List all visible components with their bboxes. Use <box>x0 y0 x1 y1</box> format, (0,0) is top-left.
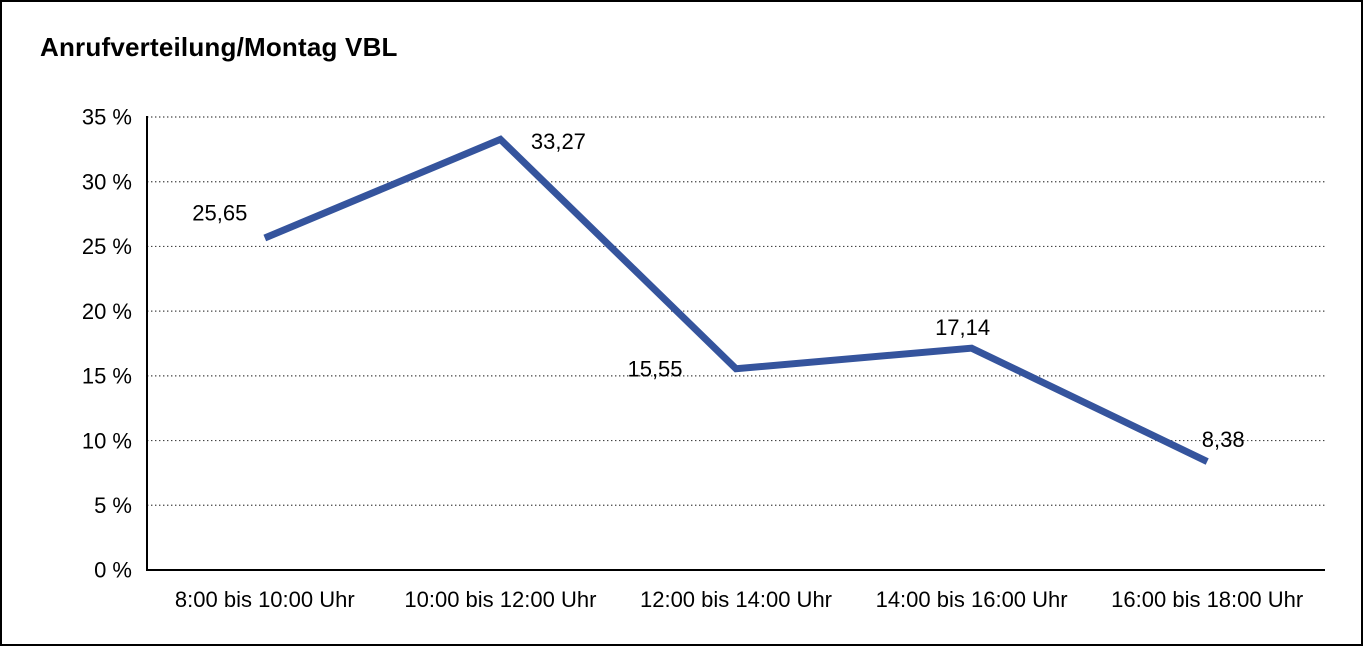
y-axis-tick-label: 25 % <box>82 234 132 259</box>
y-axis-tick-label: 20 % <box>82 299 132 324</box>
y-axis-tick-label: 35 % <box>82 105 132 130</box>
x-axis-tick-label: 14:00 bis 16:00 Uhr <box>876 587 1068 612</box>
data-point-label: 8,38 <box>1202 427 1245 452</box>
y-axis-tick-label: 15 % <box>82 364 132 389</box>
data-line <box>263 135 1209 465</box>
y-axis-tick-label: 5 % <box>94 493 132 518</box>
data-point-label: 17,14 <box>935 315 990 340</box>
x-axis-tick-label: 10:00 bis 12:00 Uhr <box>404 587 596 612</box>
x-axis-tick-label: 8:00 bis 10:00 Uhr <box>175 587 355 612</box>
chart-title: Anrufverteilung/Montag VBL <box>40 32 398 62</box>
data-point-label: 25,65 <box>192 201 247 226</box>
y-axis-tick-label: 0 % <box>94 558 132 583</box>
data-point-label: 33,27 <box>531 129 586 154</box>
x-axis-tick-label: 12:00 bis 14:00 Uhr <box>640 587 832 612</box>
y-axis-tick-label: 30 % <box>82 169 132 194</box>
data-point-label: 15,55 <box>627 356 682 381</box>
y-axis-tick-label: 10 % <box>82 428 132 453</box>
x-axis-tick-label: 16:00 bis 18:00 Uhr <box>1111 587 1303 612</box>
